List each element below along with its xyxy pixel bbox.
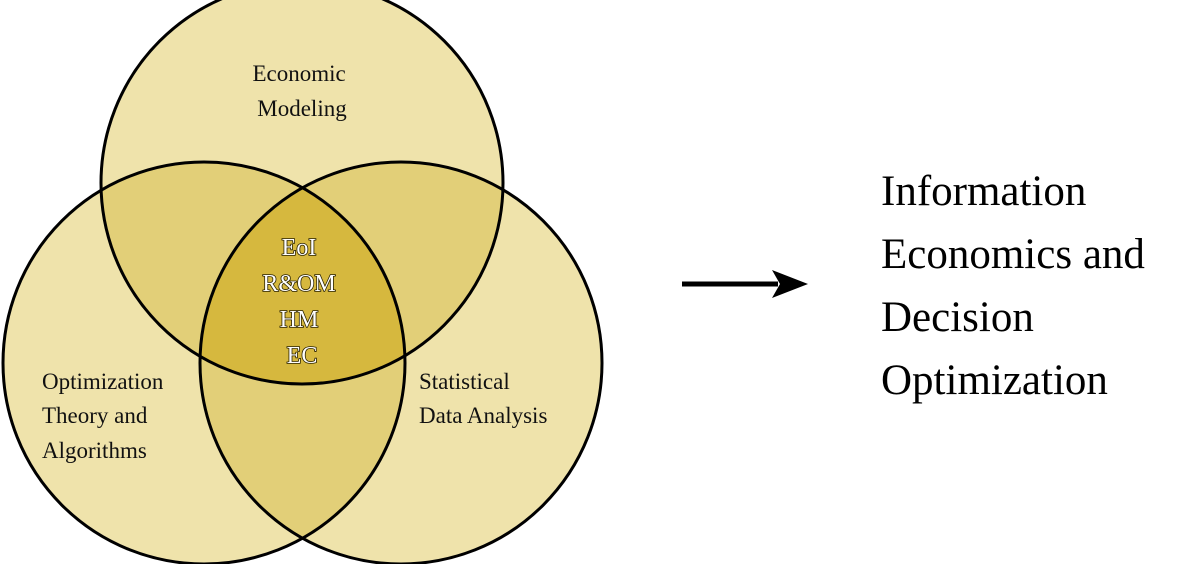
result-line: Economics and — [881, 231, 1145, 278]
label-intersection: EoI R&OM HM EC — [262, 235, 341, 369]
label-economic-modeling: Economic Modeling — [253, 61, 352, 121]
result-line: Information — [881, 168, 1087, 215]
venn-diagram: Economic Modeling Optimization Theory an… — [1, 0, 604, 564]
label-statistical-data-analysis: Statistical Data Analysis — [419, 369, 547, 428]
result-title: Information Economics and Decision Optim… — [881, 160, 1187, 412]
right-arrow-icon — [682, 270, 808, 298]
outline-left — [1, 160, 407, 564]
result-line: Optimization — [881, 357, 1108, 404]
label-optimization-theory: Optimization Theory and Algorithms — [42, 369, 169, 463]
result-line: Decision — [881, 294, 1034, 341]
outline-right — [198, 160, 604, 564]
outline-top — [99, 0, 505, 386]
